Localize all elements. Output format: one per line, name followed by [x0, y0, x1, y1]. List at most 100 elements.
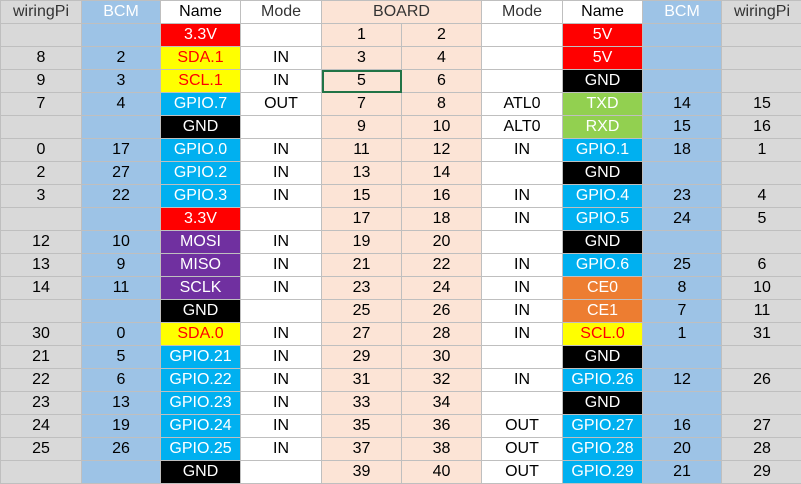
bcm-cell-right[interactable]	[642, 69, 722, 93]
pin-name-left[interactable]: 3.3V	[160, 207, 241, 231]
mode-cell-left[interactable]: IN	[240, 345, 322, 369]
bcm-cell-left[interactable]: 13	[81, 391, 161, 415]
mode-cell-left[interactable]: IN	[240, 437, 322, 461]
board-pin-right[interactable]: 26	[401, 299, 482, 323]
wiringpi-cell-right[interactable]: 6	[721, 253, 801, 277]
bcm-cell-left[interactable]: 17	[81, 138, 161, 162]
wiringpi-cell-left[interactable]: 12	[0, 230, 82, 254]
mode-cell-left[interactable]: IN	[240, 368, 322, 392]
wiringpi-cell-left[interactable]: 21	[0, 345, 82, 369]
header-board[interactable]: BOARD	[321, 0, 482, 24]
wiringpi-cell-left[interactable]: 9	[0, 69, 82, 93]
bcm-cell-right[interactable]	[642, 345, 722, 369]
pin-name-left[interactable]: MOSI	[160, 230, 241, 254]
pin-name-right[interactable]: 5V	[562, 46, 643, 70]
bcm-cell-left[interactable]: 6	[81, 368, 161, 392]
bcm-cell-left[interactable]: 26	[81, 437, 161, 461]
wiringpi-cell-right[interactable]: 5	[721, 207, 801, 231]
mode-cell-right[interactable]: IN	[481, 299, 563, 323]
mode-cell-left[interactable]: IN	[240, 46, 322, 70]
bcm-cell-right[interactable]: 14	[642, 92, 722, 116]
board-pin-left[interactable]: 15	[321, 184, 402, 208]
wiringpi-cell-left[interactable]: 23	[0, 391, 82, 415]
bcm-cell-left[interactable]: 4	[81, 92, 161, 116]
board-pin-left[interactable]: 19	[321, 230, 402, 254]
wiringpi-cell-right[interactable]	[721, 23, 801, 47]
pin-name-right[interactable]: GND	[562, 345, 643, 369]
bcm-cell-left[interactable]: 0	[81, 322, 161, 346]
board-pin-right[interactable]: 4	[401, 46, 482, 70]
mode-cell-left[interactable]: IN	[240, 322, 322, 346]
mode-cell-right[interactable]: IN	[481, 276, 563, 300]
pin-name-left[interactable]: GPIO.25	[160, 437, 241, 461]
pin-name-right[interactable]: GND	[562, 230, 643, 254]
wiringpi-cell-left[interactable]	[0, 115, 82, 139]
wiringpi-cell-left[interactable]	[0, 299, 82, 323]
bcm-cell-right[interactable]: 18	[642, 138, 722, 162]
pin-name-left[interactable]: GND	[160, 115, 241, 139]
bcm-cell-right[interactable]: 20	[642, 437, 722, 461]
mode-cell-left[interactable]: IN	[240, 230, 322, 254]
bcm-cell-left[interactable]: 19	[81, 414, 161, 438]
board-pin-left[interactable]: 17	[321, 207, 402, 231]
board-pin-left[interactable]: 7	[321, 92, 402, 116]
pin-name-left[interactable]: SCLK	[160, 276, 241, 300]
board-pin-left[interactable]: 31	[321, 368, 402, 392]
pin-name-left[interactable]: SCL.1	[160, 69, 241, 93]
board-pin-left[interactable]: 5	[321, 69, 402, 93]
board-pin-right[interactable]: 14	[401, 161, 482, 185]
bcm-cell-left[interactable]: 3	[81, 69, 161, 93]
wiringpi-cell-left[interactable]: 25	[0, 437, 82, 461]
board-pin-left[interactable]: 23	[321, 276, 402, 300]
pin-name-right[interactable]: GPIO.1	[562, 138, 643, 162]
board-pin-right[interactable]: 2	[401, 23, 482, 47]
pin-name-right[interactable]: 5V	[562, 23, 643, 47]
pin-name-left[interactable]: GPIO.22	[160, 368, 241, 392]
pin-name-right[interactable]: GPIO.28	[562, 437, 643, 461]
wiringpi-cell-right[interactable]: 31	[721, 322, 801, 346]
wiringpi-cell-left[interactable]	[0, 23, 82, 47]
header-name-left[interactable]: Name	[160, 0, 241, 24]
pin-name-left[interactable]: GPIO.7	[160, 92, 241, 116]
mode-cell-right[interactable]: ALT0	[481, 115, 563, 139]
pin-name-right[interactable]: RXD	[562, 115, 643, 139]
pin-name-right[interactable]: GND	[562, 69, 643, 93]
board-pin-right[interactable]: 38	[401, 437, 482, 461]
pin-name-left[interactable]: 3.3V	[160, 23, 241, 47]
board-pin-right[interactable]: 40	[401, 460, 482, 484]
pin-name-right[interactable]: GND	[562, 391, 643, 415]
pin-name-right[interactable]: GPIO.29	[562, 460, 643, 484]
header-wiringpi-left[interactable]: wiringPi	[0, 0, 82, 24]
bcm-cell-left[interactable]: 11	[81, 276, 161, 300]
wiringpi-cell-right[interactable]: 16	[721, 115, 801, 139]
board-pin-right[interactable]: 12	[401, 138, 482, 162]
header-bcm-left[interactable]: BCM	[81, 0, 161, 24]
mode-cell-left[interactable]: IN	[240, 69, 322, 93]
pin-name-left[interactable]: GND	[160, 460, 241, 484]
wiringpi-cell-right[interactable]: 11	[721, 299, 801, 323]
wiringpi-cell-right[interactable]: 1	[721, 138, 801, 162]
mode-cell-left[interactable]	[240, 23, 322, 47]
wiringpi-cell-left[interactable]: 0	[0, 138, 82, 162]
bcm-cell-right[interactable]: 24	[642, 207, 722, 231]
pin-name-left[interactable]: SDA.1	[160, 46, 241, 70]
bcm-cell-right[interactable]: 8	[642, 276, 722, 300]
wiringpi-cell-right[interactable]: 27	[721, 414, 801, 438]
bcm-cell-right[interactable]: 25	[642, 253, 722, 277]
mode-cell-right[interactable]	[481, 23, 563, 47]
wiringpi-cell-left[interactable]	[0, 460, 82, 484]
bcm-cell-left[interactable]: 22	[81, 184, 161, 208]
wiringpi-cell-right[interactable]: 15	[721, 92, 801, 116]
board-pin-right[interactable]: 24	[401, 276, 482, 300]
mode-cell-right[interactable]	[481, 69, 563, 93]
mode-cell-left[interactable]	[240, 460, 322, 484]
pin-name-right[interactable]: GPIO.6	[562, 253, 643, 277]
bcm-cell-right[interactable]: 12	[642, 368, 722, 392]
mode-cell-left[interactable]: IN	[240, 161, 322, 185]
header-mode-right[interactable]: Mode	[481, 0, 563, 24]
board-pin-right[interactable]: 20	[401, 230, 482, 254]
wiringpi-cell-right[interactable]	[721, 69, 801, 93]
pin-name-left[interactable]: MISO	[160, 253, 241, 277]
mode-cell-left[interactable]: IN	[240, 184, 322, 208]
bcm-cell-left[interactable]: 5	[81, 345, 161, 369]
